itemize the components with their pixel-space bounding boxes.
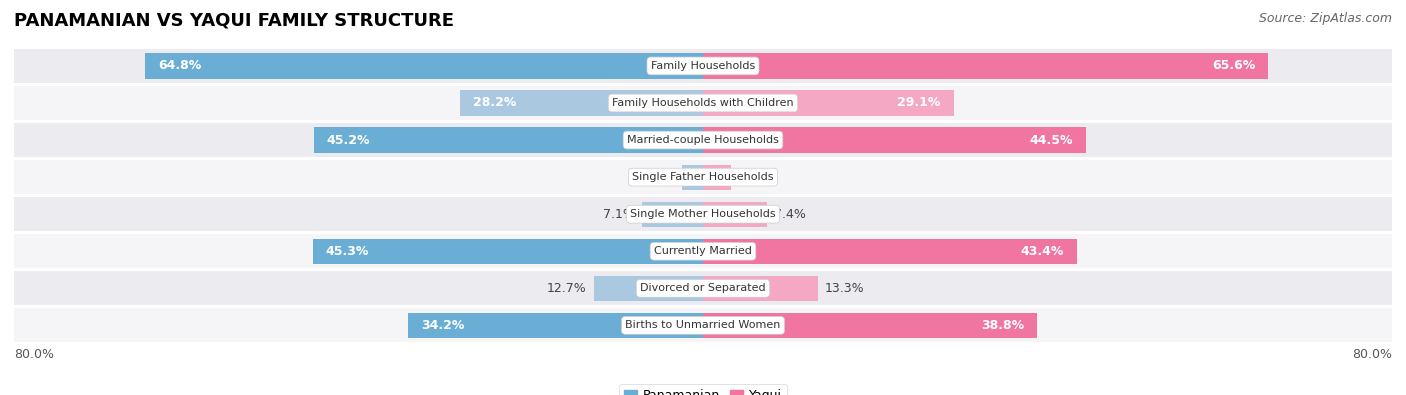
Text: Births to Unmarried Women: Births to Unmarried Women <box>626 320 780 330</box>
Text: 45.2%: 45.2% <box>326 134 370 147</box>
Bar <box>703 239 1077 264</box>
Bar <box>409 313 703 338</box>
Text: 64.8%: 64.8% <box>157 59 201 72</box>
Text: 7.1%: 7.1% <box>603 208 636 221</box>
Bar <box>703 128 1087 152</box>
Bar <box>643 201 703 227</box>
Text: Married-couple Households: Married-couple Households <box>627 135 779 145</box>
Text: Source: ZipAtlas.com: Source: ZipAtlas.com <box>1258 12 1392 25</box>
Text: 2.4%: 2.4% <box>644 171 675 184</box>
Bar <box>314 128 703 152</box>
Text: Currently Married: Currently Married <box>654 246 752 256</box>
Bar <box>14 123 1392 157</box>
Text: 43.4%: 43.4% <box>1021 245 1064 258</box>
Bar <box>460 90 703 116</box>
Text: 38.8%: 38.8% <box>981 319 1024 332</box>
Text: 34.2%: 34.2% <box>422 319 465 332</box>
Text: 44.5%: 44.5% <box>1029 134 1073 147</box>
Text: Single Father Households: Single Father Households <box>633 172 773 182</box>
Bar <box>703 53 1268 79</box>
Bar <box>14 308 1392 342</box>
Text: 29.1%: 29.1% <box>897 96 941 109</box>
Text: 80.0%: 80.0% <box>14 348 53 361</box>
Bar <box>14 234 1392 268</box>
Text: 3.2%: 3.2% <box>738 171 769 184</box>
Bar <box>314 239 703 264</box>
Bar <box>703 276 817 301</box>
Text: 65.6%: 65.6% <box>1212 59 1256 72</box>
Text: Divorced or Separated: Divorced or Separated <box>640 283 766 293</box>
Bar <box>145 53 703 79</box>
Bar <box>703 164 731 190</box>
Text: Family Households: Family Households <box>651 61 755 71</box>
Bar <box>14 197 1392 231</box>
Bar <box>703 313 1038 338</box>
Text: 12.7%: 12.7% <box>547 282 586 295</box>
Text: Family Households with Children: Family Households with Children <box>612 98 794 108</box>
Bar <box>703 201 766 227</box>
Text: 28.2%: 28.2% <box>472 96 516 109</box>
Bar <box>14 271 1392 305</box>
Bar <box>14 49 1392 83</box>
Bar <box>703 90 953 116</box>
Text: 13.3%: 13.3% <box>824 282 865 295</box>
Text: 7.4%: 7.4% <box>773 208 806 221</box>
Bar <box>593 276 703 301</box>
Legend: Panamanian, Yaqui: Panamanian, Yaqui <box>619 384 787 395</box>
Text: 45.3%: 45.3% <box>326 245 370 258</box>
Bar <box>14 160 1392 194</box>
Bar <box>14 86 1392 120</box>
Bar <box>682 164 703 190</box>
Text: PANAMANIAN VS YAQUI FAMILY STRUCTURE: PANAMANIAN VS YAQUI FAMILY STRUCTURE <box>14 12 454 30</box>
Text: Single Mother Households: Single Mother Households <box>630 209 776 219</box>
Text: 80.0%: 80.0% <box>1353 348 1392 361</box>
